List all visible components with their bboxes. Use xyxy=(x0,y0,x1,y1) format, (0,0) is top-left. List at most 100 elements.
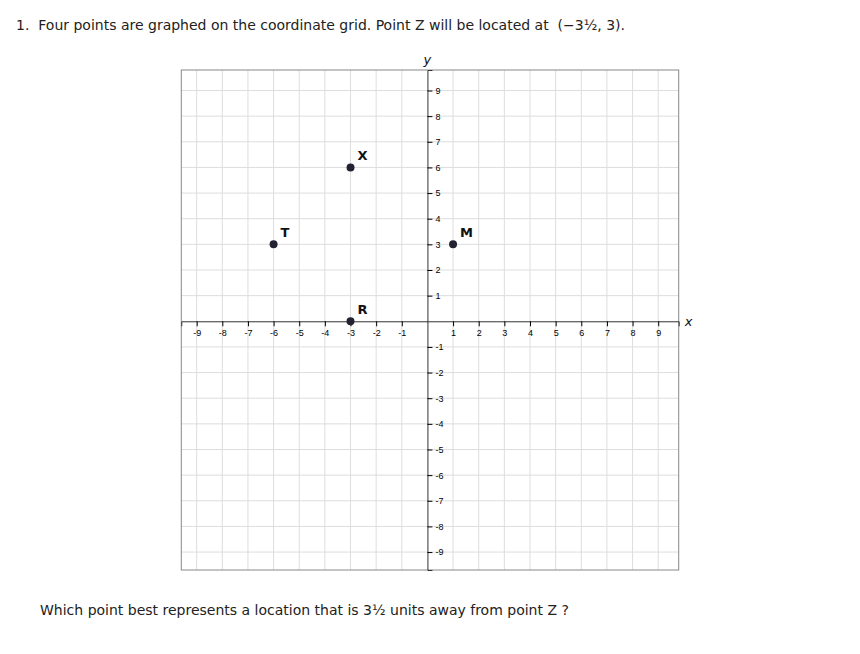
tick-mark xyxy=(427,501,432,502)
tick-mark xyxy=(427,244,432,245)
tick-label: -5 xyxy=(296,328,304,338)
tick: 4 xyxy=(427,214,440,224)
grid-line xyxy=(181,167,678,168)
tick: 6 xyxy=(427,163,440,173)
tick-label: 3 xyxy=(502,328,507,338)
tick-label: 9 xyxy=(656,328,661,338)
tick-mark xyxy=(427,373,432,374)
grid-line xyxy=(181,372,678,373)
axis-line xyxy=(428,71,433,571)
tick-label: 9 xyxy=(435,86,440,96)
grid-line xyxy=(181,193,678,194)
tick-mark xyxy=(222,321,223,326)
tick-label: -1 xyxy=(398,328,406,338)
grid-line xyxy=(181,423,678,424)
grid-line xyxy=(181,295,678,296)
tick-label: -6 xyxy=(435,471,443,481)
grid-line xyxy=(181,141,678,142)
tick-label: 8 xyxy=(631,328,636,338)
tick: -6 xyxy=(427,471,443,481)
grid-line xyxy=(401,70,402,570)
grid-line xyxy=(181,526,678,527)
grid-line xyxy=(196,70,197,570)
point-label: X xyxy=(358,148,368,163)
tick-mark xyxy=(274,321,275,326)
tick: 2 xyxy=(477,321,482,337)
tick-mark xyxy=(530,321,531,326)
tick: 4 xyxy=(528,321,533,337)
point-labels: XTMR xyxy=(281,148,473,317)
annotation: Which point best represents a location t… xyxy=(40,602,569,618)
tick-mark xyxy=(325,321,326,326)
axis-line xyxy=(182,322,679,327)
tick-mark xyxy=(427,193,432,194)
tick-mark xyxy=(633,321,634,326)
tick: -3 xyxy=(427,394,443,404)
grid-line xyxy=(478,70,479,570)
y-axis-label: y xyxy=(423,52,432,67)
tick-label: -2 xyxy=(373,328,381,338)
grid-line xyxy=(376,70,377,570)
grid-line xyxy=(181,270,678,271)
tick-mark xyxy=(299,321,300,326)
grid-line xyxy=(181,398,678,399)
tick-mark xyxy=(402,321,403,326)
tick: 7 xyxy=(427,137,440,147)
tick-mark xyxy=(427,526,432,527)
tick-label: 1 xyxy=(451,328,456,338)
tick-label: -8 xyxy=(219,328,227,338)
tick: -7 xyxy=(427,496,443,506)
tick-label: -4 xyxy=(321,328,329,338)
tick-label: -3 xyxy=(347,328,355,338)
tick: 9 xyxy=(656,321,661,337)
grid-line xyxy=(658,70,659,570)
grid-line xyxy=(581,70,582,570)
tick-label: 2 xyxy=(477,328,482,338)
tick-mark xyxy=(427,475,432,476)
tick: 7 xyxy=(605,321,610,337)
tick-mark xyxy=(427,142,432,143)
tick: -7 xyxy=(244,321,252,337)
grid-line xyxy=(181,218,678,219)
tick-label: -7 xyxy=(244,328,252,338)
tick-mark xyxy=(427,116,432,117)
plot-frame xyxy=(181,70,678,570)
tick: 3 xyxy=(502,321,507,337)
tick-label: -6 xyxy=(270,328,278,338)
tick: 9 xyxy=(427,86,440,96)
tick-label: 7 xyxy=(605,328,610,338)
point xyxy=(449,240,457,248)
tick-label: 6 xyxy=(579,328,584,338)
tick-mark xyxy=(427,398,432,399)
tick-label: 1 xyxy=(435,291,440,301)
tick-label: -1 xyxy=(435,342,443,352)
tick-label: 8 xyxy=(435,112,440,122)
tick-label: -9 xyxy=(193,328,201,338)
tick-mark xyxy=(427,552,432,553)
x-axis: -9-8-7-6-5-4-3-2-1123456789 xyxy=(182,321,679,337)
tick-label: -2 xyxy=(435,368,443,378)
point-label: R xyxy=(358,302,368,317)
tick-mark xyxy=(248,321,249,326)
tick: -8 xyxy=(219,321,227,337)
point xyxy=(347,163,355,171)
tick: -5 xyxy=(296,321,304,337)
grid-line xyxy=(222,70,223,570)
y-axis: -9-8-7-6-5-4-3-2-1123456789 xyxy=(427,71,443,571)
tick-label: 4 xyxy=(528,328,533,338)
grid-line xyxy=(247,70,248,570)
tick: -2 xyxy=(373,321,381,337)
grid-line xyxy=(181,449,678,450)
tick-mark xyxy=(427,167,432,168)
tick-mark xyxy=(427,449,432,450)
tick-mark xyxy=(427,219,432,220)
tick-label: -7 xyxy=(435,496,443,506)
chart: 1. Four points are graphed on the coordi… xyxy=(0,0,860,654)
tick-label: -9 xyxy=(435,547,443,557)
grid-line xyxy=(181,346,678,347)
tick: -1 xyxy=(427,342,443,352)
grid-line xyxy=(504,70,505,570)
grid-line xyxy=(181,552,678,553)
grid-line xyxy=(632,70,633,570)
tick: -9 xyxy=(427,547,443,557)
